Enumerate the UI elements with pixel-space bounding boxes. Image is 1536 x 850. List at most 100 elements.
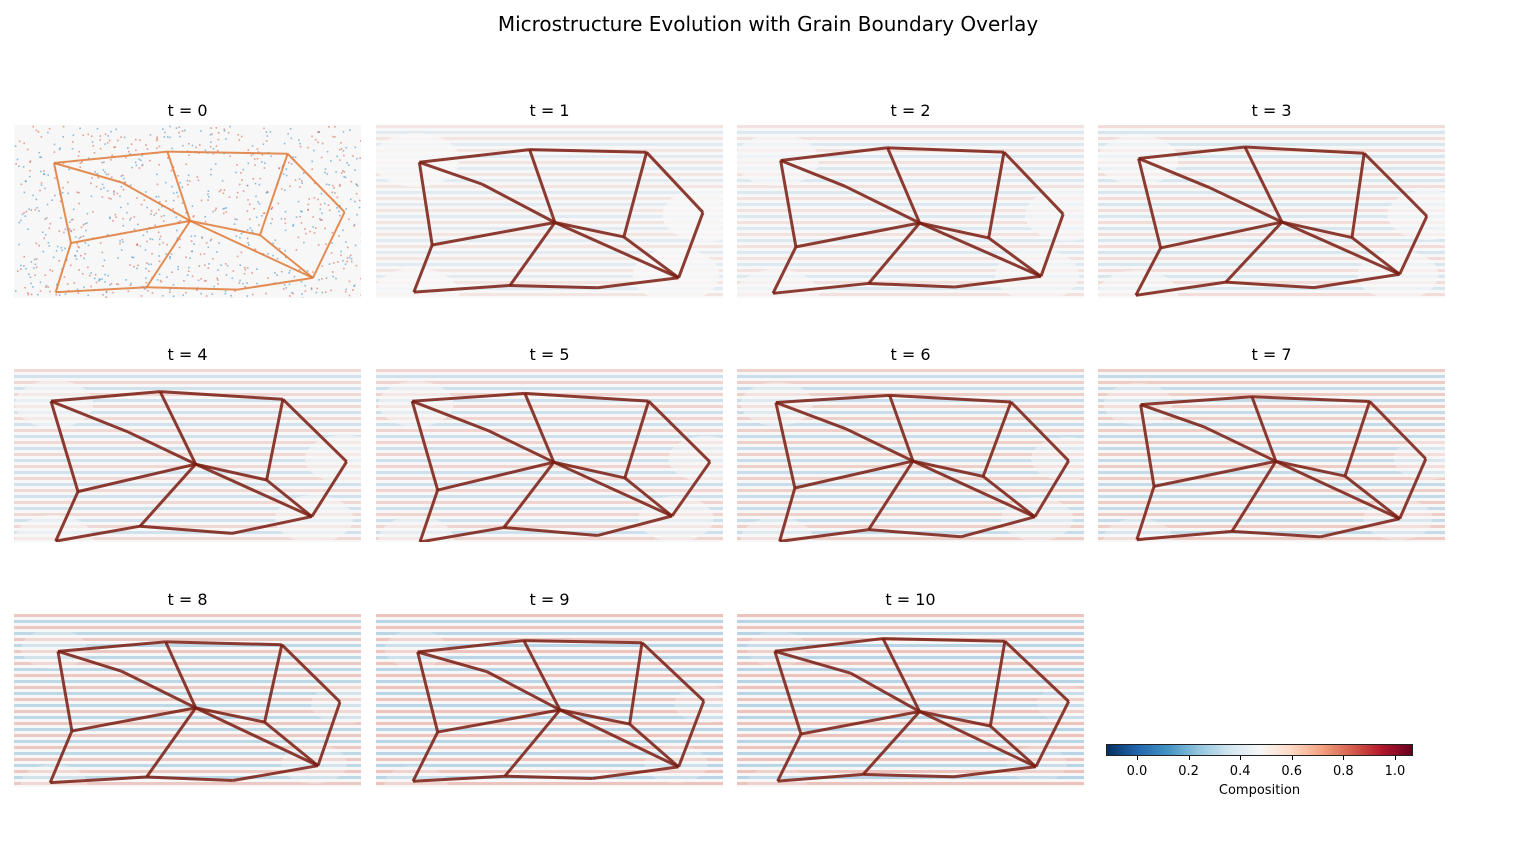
- microstructure-image: [376, 369, 723, 542]
- grain-boundary: [677, 700, 706, 768]
- grain-boundary: [1137, 157, 1211, 190]
- colorbar-tick-label: 0.4: [1229, 764, 1251, 779]
- grain-boundary: [237, 276, 314, 291]
- grain-boundary: [882, 637, 1005, 643]
- microstructure-panel: [376, 614, 723, 787]
- grain-boundary: [509, 283, 598, 290]
- grain-boundary: [503, 526, 598, 537]
- grain-boundary: [677, 211, 705, 279]
- grain-boundary: [794, 459, 914, 490]
- grain-boundary: [1136, 529, 1233, 542]
- grain-boundary: [412, 244, 434, 293]
- grain-boundary: [529, 148, 647, 154]
- grain-boundary: [1140, 403, 1205, 429]
- colorbar-tick: [1136, 756, 1138, 760]
- colorbar-tick: [1343, 756, 1345, 760]
- grain-boundary: [845, 427, 914, 463]
- microstructure-image: [14, 369, 361, 542]
- grain-boundary: [623, 476, 673, 518]
- grain-boundary: [311, 211, 346, 279]
- grain-boundary: [166, 151, 192, 222]
- grain-boundary: [982, 475, 1036, 519]
- grain-boundary: [57, 640, 166, 653]
- grain-boundary: [411, 399, 490, 433]
- grain-boundary: [77, 462, 196, 494]
- grain-boundary: [628, 722, 680, 769]
- grain-boundary: [881, 637, 921, 713]
- grain-boundary: [57, 649, 122, 673]
- grain-boundary: [417, 650, 488, 673]
- grain-boundary: [1231, 529, 1321, 539]
- grain-boundary: [800, 710, 920, 736]
- grain-boundary: [1134, 247, 1162, 297]
- grain-boundary: [1275, 459, 1346, 478]
- grain-boundary: [419, 148, 530, 164]
- grain-boundary: [775, 393, 890, 405]
- grain-boundary: [887, 146, 1005, 154]
- grain-boundary: [485, 670, 561, 712]
- grain-boundary: [1002, 151, 1065, 216]
- grain-boundary: [1250, 396, 1278, 462]
- grain-boundary: [127, 430, 197, 466]
- grain-boundary: [597, 514, 673, 537]
- panel-title: t = 5: [529, 345, 570, 364]
- grain-boundary: [780, 146, 888, 162]
- grain-boundary: [120, 669, 197, 710]
- grain-boundary: [195, 462, 313, 518]
- grain-boundary: [553, 460, 673, 518]
- grain-boundary: [889, 393, 1012, 404]
- grain-boundary: [523, 392, 556, 463]
- microstructure-image: [14, 125, 361, 298]
- grain-boundary: [71, 706, 196, 733]
- grain-boundary: [54, 242, 72, 293]
- grain-boundary: [953, 765, 1037, 779]
- grain-boundary: [1344, 474, 1401, 520]
- grain-boundary: [919, 710, 991, 728]
- grain-boundary: [504, 774, 593, 781]
- grain-boundary: [418, 489, 440, 542]
- grain-boundary: [779, 160, 798, 248]
- colorbar: [1106, 744, 1413, 756]
- grain-boundary: [139, 524, 232, 535]
- panel-title: t = 7: [1251, 345, 1292, 364]
- grain-boundary: [919, 221, 1042, 278]
- grain-boundary: [265, 398, 285, 481]
- grain-boundary: [410, 400, 440, 491]
- grain-boundary: [70, 219, 191, 245]
- grain-boundary: [55, 286, 147, 294]
- grain-boundary: [146, 775, 233, 783]
- grain-boundary: [597, 276, 679, 290]
- panel-title: t = 10: [885, 590, 936, 609]
- colorbar-tick-label: 0.8: [1333, 764, 1354, 779]
- grain-boundary: [138, 463, 197, 528]
- panel-title: t = 6: [890, 345, 931, 364]
- grain-boundary: [1153, 459, 1277, 488]
- grain-boundary: [1003, 640, 1070, 703]
- colorbar-tick-label: 0.2: [1178, 764, 1199, 779]
- grain-boundary: [780, 159, 846, 188]
- colorbar-tick: [1240, 756, 1242, 760]
- grain-boundary: [912, 459, 984, 478]
- grain-boundary: [121, 181, 191, 222]
- grain-boundary: [559, 708, 630, 726]
- grain-boundary: [50, 390, 161, 403]
- grain-boundary: [888, 394, 915, 462]
- grain-boundary: [773, 650, 803, 735]
- grain-boundary: [53, 162, 72, 244]
- grain-boundary: [413, 283, 511, 294]
- grain-boundary: [286, 153, 346, 213]
- grain-boundary: [49, 400, 80, 493]
- microstructure-image: [737, 614, 1084, 787]
- grain-boundary: [1209, 186, 1283, 224]
- grain-boundary: [164, 641, 198, 709]
- grain-boundary: [1368, 400, 1427, 460]
- grain-boundary: [779, 528, 869, 542]
- grain-boundary: [775, 401, 847, 431]
- microstructure-image: [737, 369, 1084, 542]
- grain-boundary: [259, 153, 289, 236]
- microstructure-image: [376, 614, 723, 787]
- grain-boundary: [416, 651, 440, 733]
- grain-boundary: [1398, 215, 1429, 275]
- grain-boundary: [195, 706, 319, 768]
- colorbar-tick-label: 0.0: [1126, 764, 1148, 779]
